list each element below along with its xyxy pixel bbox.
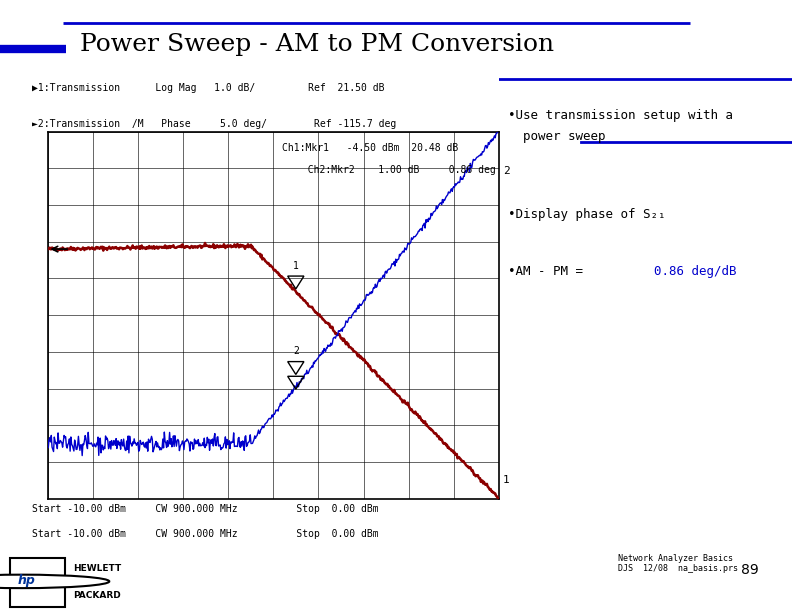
Text: Start -10.00 dBm     CW 900.000 MHz          Stop  0.00 dBm: Start -10.00 dBm CW 900.000 MHz Stop 0.0…	[32, 504, 379, 514]
Text: ►2:Transmission  /M   Phase     5.0 deg/        Ref -115.7 deg: ►2:Transmission /M Phase 5.0 deg/ Ref -1…	[32, 119, 396, 129]
Text: •Use transmission setup with a
  power sweep: •Use transmission setup with a power swe…	[508, 109, 733, 143]
FancyBboxPatch shape	[10, 558, 65, 607]
Text: 0.86 deg/dB: 0.86 deg/dB	[654, 265, 737, 278]
Text: PACKARD: PACKARD	[73, 591, 120, 600]
Text: 1: 1	[503, 476, 510, 485]
Text: 2: 2	[503, 166, 510, 176]
Text: Power Sweep - AM to PM Conversion: Power Sweep - AM to PM Conversion	[80, 33, 554, 56]
Text: 89: 89	[741, 563, 758, 577]
Text: Ch2:Mkr2    1.00 dB     0.86 deg: Ch2:Mkr2 1.00 dB 0.86 deg	[295, 165, 496, 174]
Text: 1: 1	[293, 261, 299, 271]
Text: Network Analyzer Basics
DJS  12/08  na_basis.prs: Network Analyzer Basics DJS 12/08 na_bas…	[618, 554, 738, 573]
Text: 2: 2	[293, 346, 299, 356]
Circle shape	[0, 575, 109, 588]
Text: ▶1:Transmission      Log Mag   1.0 dB/         Ref  21.50 dB: ▶1:Transmission Log Mag 1.0 dB/ Ref 21.5…	[32, 83, 384, 92]
Text: HEWLETT: HEWLETT	[73, 564, 121, 573]
Text: hp: hp	[17, 574, 36, 587]
Text: •Display phase of S₂₁: •Display phase of S₂₁	[508, 208, 665, 222]
Text: Ch1:Mkr1   -4.50 dBm  20.48 dB: Ch1:Mkr1 -4.50 dBm 20.48 dB	[282, 143, 459, 152]
Text: •AM - PM =: •AM - PM =	[508, 265, 590, 278]
Text: Start -10.00 dBm     CW 900.000 MHz          Stop  0.00 dBm: Start -10.00 dBm CW 900.000 MHz Stop 0.0…	[32, 529, 379, 539]
